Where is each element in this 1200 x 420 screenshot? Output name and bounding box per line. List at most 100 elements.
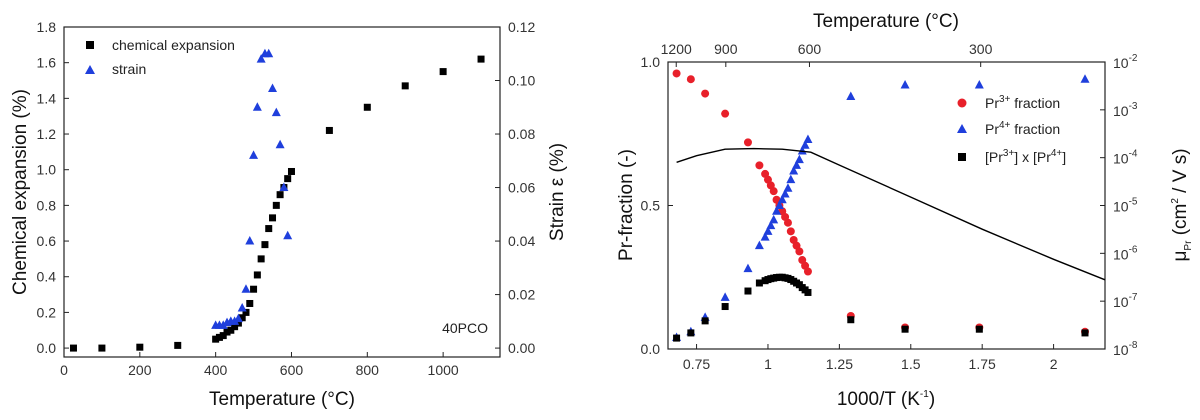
left-y2-tick-label: 0.02 bbox=[508, 287, 535, 303]
mobility-curve bbox=[676, 147, 1106, 281]
right-x-tick-label: 0.75 bbox=[683, 356, 710, 372]
chemical-expansion-point bbox=[261, 241, 269, 249]
chemical-expansion-point bbox=[363, 103, 371, 111]
pr4-fraction-point bbox=[763, 226, 773, 235]
pr3-fraction-point bbox=[786, 227, 795, 236]
pr3-fraction-point bbox=[686, 75, 695, 84]
legend-pr4-sup: 4+ bbox=[999, 120, 1011, 131]
strain-point bbox=[268, 83, 278, 93]
strain-point bbox=[230, 316, 240, 325]
right-y2-label-rest: (cm bbox=[1170, 204, 1191, 241]
product-point bbox=[701, 317, 709, 325]
pr4-fraction-point bbox=[792, 160, 802, 169]
left-y-axis-label: Chemical expansion (%) bbox=[10, 89, 31, 295]
right-x-label-base: 1000/T (K bbox=[837, 389, 920, 410]
left-y-tick-label: 1.2 bbox=[37, 126, 57, 142]
pr4-fraction-point bbox=[846, 91, 856, 100]
product-point bbox=[687, 329, 695, 337]
legend-product-tail: ] bbox=[1062, 149, 1066, 165]
pr4-fraction-point bbox=[760, 232, 770, 241]
strain-point bbox=[252, 102, 262, 111]
right-y2-tick-label: 10-2 bbox=[1113, 53, 1138, 71]
right-x-label-sup: -1 bbox=[920, 389, 929, 400]
pr3-fraction-point bbox=[783, 218, 792, 227]
chemical-expansion-point bbox=[401, 82, 409, 90]
product-point bbox=[975, 325, 983, 333]
strain-point bbox=[279, 182, 289, 192]
strain-point bbox=[249, 150, 259, 159]
chemical-expansion-point bbox=[98, 344, 106, 352]
left-y-tick-label: 1.0 bbox=[37, 162, 57, 178]
chemical-expansion-point bbox=[287, 167, 295, 175]
product-point bbox=[673, 334, 681, 342]
left-x-tick-label: 400 bbox=[204, 362, 228, 378]
chemical-expansion-point bbox=[234, 319, 242, 327]
right-y2-label-sup: 2 bbox=[1170, 198, 1181, 204]
right-y2-label-base: μ bbox=[1170, 251, 1191, 262]
right-y-axis-label: Pr-fraction (-) bbox=[616, 149, 637, 261]
chemical-expansion-point bbox=[477, 55, 485, 63]
chemical-expansion-point bbox=[69, 344, 77, 352]
legend-product-mid: ] x [Pr bbox=[1014, 149, 1051, 165]
right-x-label-tail: ) bbox=[929, 389, 935, 410]
strain-point bbox=[241, 284, 251, 293]
right-y2-label-sub: Pr bbox=[1183, 240, 1194, 251]
left-y2-tick-label: 0.08 bbox=[508, 126, 535, 142]
product-point bbox=[847, 316, 855, 324]
chemical-expansion-point bbox=[269, 214, 277, 222]
product-point bbox=[901, 325, 909, 333]
left-y-tick-label: 0.4 bbox=[37, 269, 57, 285]
left-y2-tick-label: 0.06 bbox=[508, 180, 535, 196]
legend-pr4-base: Pr bbox=[985, 121, 999, 137]
product-point bbox=[755, 279, 763, 287]
pr4-fraction-point bbox=[780, 189, 790, 198]
chemical-expansion-point bbox=[223, 328, 231, 336]
right-top-tick-label: 1200 bbox=[661, 41, 692, 57]
sample-annotation: 40PCO bbox=[442, 320, 488, 336]
chemical-expansion-point bbox=[439, 68, 447, 76]
right-y2-label-tail: / V s) bbox=[1170, 148, 1191, 198]
pr4-fraction-point bbox=[783, 183, 793, 192]
left-legend: chemical expansion strain bbox=[85, 37, 235, 77]
pr3-fraction-point bbox=[769, 187, 778, 196]
left-y2-axis-label: Strain ε (%) bbox=[547, 143, 568, 241]
pr4-fraction-point bbox=[797, 145, 807, 155]
left-chart: Temperature (°C) Chemical expansion (%) … bbox=[10, 19, 568, 410]
legend-marker-pr4 bbox=[957, 124, 967, 133]
legend-label-pr4: Pr4+ fraction bbox=[985, 120, 1060, 137]
left-y-tick-label: 1.6 bbox=[37, 55, 57, 71]
product-point bbox=[1081, 329, 1089, 337]
strain-point bbox=[256, 54, 266, 63]
chemical-expansion-point bbox=[257, 255, 265, 263]
legend-pr3-tail: fraction bbox=[1010, 95, 1060, 111]
product-point bbox=[804, 288, 812, 296]
right-y-tick-label: 1.0 bbox=[641, 54, 661, 70]
right-y2-tick-label: 10-5 bbox=[1113, 197, 1138, 215]
right-x-axis-label: 1000/T (K-1) bbox=[837, 389, 935, 410]
right-x-tick-label: 2 bbox=[1050, 356, 1058, 372]
legend-marker-product bbox=[958, 153, 966, 161]
right-top-tick-label: 900 bbox=[714, 41, 738, 57]
pr3-fraction-point bbox=[755, 161, 764, 170]
pr4-fraction-point bbox=[754, 240, 764, 250]
strain-point bbox=[275, 139, 285, 149]
right-y2-tick-label: 10-4 bbox=[1113, 149, 1138, 167]
legend-product-base: [Pr bbox=[985, 149, 1003, 165]
pr4-fraction-point bbox=[774, 200, 784, 209]
chemical-expansion-point bbox=[325, 126, 333, 134]
pr4-fraction-point bbox=[743, 263, 753, 273]
strain-point bbox=[218, 320, 228, 329]
left-x-tick-label: 800 bbox=[356, 362, 380, 378]
pr4-fraction-point bbox=[777, 194, 787, 204]
chemical-expansion-point bbox=[136, 343, 144, 351]
product-point bbox=[744, 287, 752, 295]
left-x-tick-label: 200 bbox=[128, 362, 152, 378]
right-y2-tick-label: 10-8 bbox=[1113, 340, 1138, 358]
chemical-expansion-point bbox=[174, 341, 182, 349]
pr4-fraction-point bbox=[772, 206, 782, 215]
pr4-fraction-point bbox=[803, 134, 813, 143]
left-y-tick-label: 0.2 bbox=[37, 304, 57, 320]
right-top-tick-label: 300 bbox=[969, 41, 993, 57]
left-x-axis-label: Temperature (°C) bbox=[209, 389, 355, 410]
